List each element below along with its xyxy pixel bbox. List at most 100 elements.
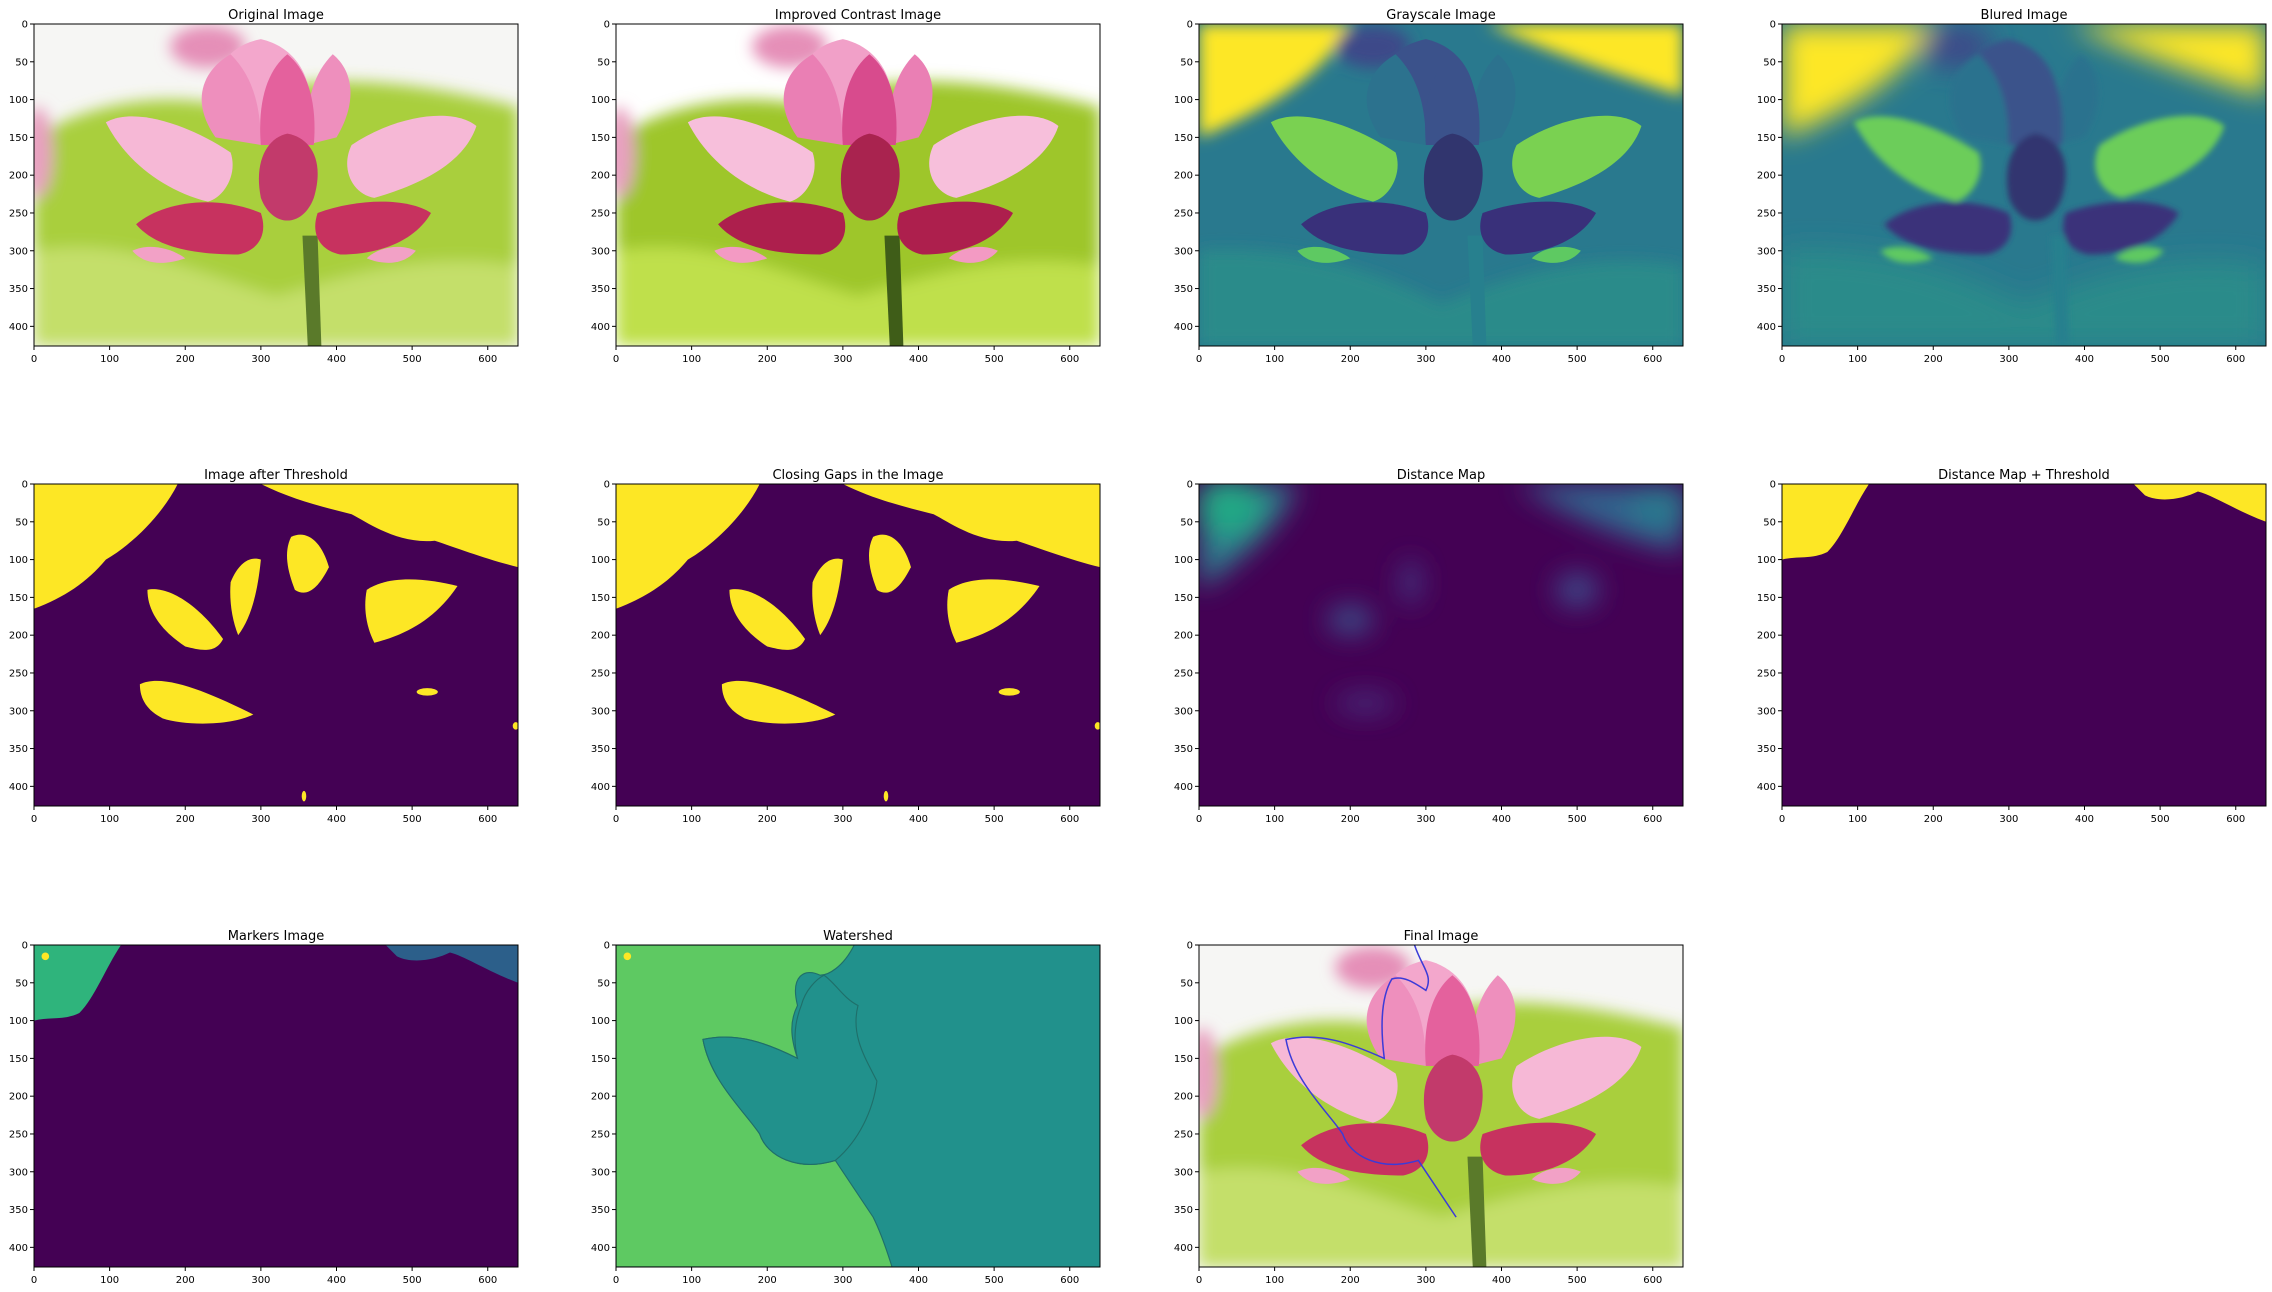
panel-image (605, 24, 1100, 346)
y-tick-label: 200 (9, 631, 28, 642)
y-tick-label: 300 (9, 1167, 28, 1178)
x-tick-label: 600 (1643, 814, 1662, 825)
y-tick-label: 50 (1763, 517, 1776, 528)
y-tick-label: 150 (591, 593, 610, 604)
panel-original: Original Image 0 100 200 300 400 500 600 0 50 100 1… (9, 8, 518, 365)
x-tick-label: 500 (985, 354, 1004, 365)
y-tick-label: 350 (1757, 284, 1776, 295)
x-tick-label: 200 (758, 354, 777, 365)
y-tick-label: 50 (1763, 57, 1776, 68)
x-tick-label: 200 (1341, 1275, 1360, 1286)
panel-blur: Blured Image 0 100 200 300 400 500 600 0 50 100 150… (1757, 8, 2266, 365)
y-tick-label: 400 (591, 322, 610, 333)
panel-title: Final Image (1404, 929, 1479, 944)
panel-gray: Grayscale Image 0 100 200 300 400 500 600 0 50 100… (1174, 8, 1683, 365)
y-tick-label: 250 (591, 1129, 610, 1140)
x-tick-label: 300 (251, 1275, 270, 1286)
y-tick-label: 200 (9, 1092, 28, 1103)
x-tick-label: 200 (758, 814, 777, 825)
y-tick-label: 150 (591, 133, 610, 144)
x-tick-label: 600 (1060, 1275, 1079, 1286)
y-tick-label: 0 (22, 941, 28, 952)
x-tick-label: 300 (833, 354, 852, 365)
y-tick-label: 150 (9, 593, 28, 604)
y-tick-label: 250 (1174, 208, 1193, 219)
y-tick-label: 400 (1174, 322, 1193, 333)
panel-image (1188, 945, 1683, 1267)
y-tick-label: 350 (9, 1205, 28, 1216)
y-tick-label: 200 (1174, 1092, 1193, 1103)
x-tick-label: 0 (1779, 354, 1785, 365)
x-tick-label: 500 (2151, 814, 2170, 825)
panel-title: Markers Image (228, 929, 325, 944)
x-tick-label: 400 (1492, 814, 1511, 825)
y-tick-label: 400 (9, 1243, 28, 1254)
x-tick-label: 300 (1999, 354, 2018, 365)
panel-closing: Closing Gaps in the Image 0 100 200 300 400 50… (591, 468, 1101, 825)
x-tick-label: 100 (1848, 354, 1867, 365)
x-tick-label: 600 (478, 814, 497, 825)
x-tick-label: 500 (1568, 354, 1587, 365)
y-tick-label: 250 (9, 208, 28, 219)
x-tick-label: 400 (909, 354, 928, 365)
panel-title: Blured Image (1981, 8, 2068, 23)
x-tick-label: 200 (1341, 814, 1360, 825)
y-tick-label: 250 (9, 668, 28, 679)
y-tick-label: 50 (597, 978, 610, 989)
panel-image (1199, 24, 1683, 346)
panel-title: Original Image (228, 8, 324, 23)
y-tick-label: 300 (591, 246, 610, 257)
panel-title: Closing Gaps in the Image (772, 468, 943, 483)
x-tick-label: 500 (985, 814, 1004, 825)
x-tick-label: 100 (100, 814, 119, 825)
x-tick-label: 400 (327, 354, 346, 365)
x-tick-label: 200 (176, 354, 195, 365)
y-tick-label: 400 (1757, 782, 1776, 793)
x-tick-label: 100 (682, 1275, 701, 1286)
panel-image (34, 945, 518, 1267)
x-tick-label: 500 (403, 1275, 422, 1286)
y-tick-label: 0 (604, 480, 610, 491)
panel-image (1782, 484, 2266, 806)
panel-image (23, 24, 518, 346)
y-tick-label: 150 (1174, 1054, 1193, 1065)
x-tick-label: 200 (176, 1275, 195, 1286)
y-tick-label: 400 (9, 782, 28, 793)
y-tick-label: 50 (1180, 978, 1193, 989)
x-tick-label: 0 (31, 354, 37, 365)
y-tick-label: 150 (1757, 133, 1776, 144)
y-tick-label: 300 (9, 706, 28, 717)
y-tick-label: 50 (15, 517, 28, 528)
y-tick-label: 350 (1757, 744, 1776, 755)
y-tick-label: 300 (9, 246, 28, 257)
y-tick-label: 300 (1174, 706, 1193, 717)
y-tick-label: 200 (591, 171, 610, 182)
panel-title: Watershed (823, 929, 893, 944)
x-tick-label: 300 (251, 354, 270, 365)
y-tick-label: 200 (1757, 631, 1776, 642)
y-tick-label: 350 (591, 744, 610, 755)
panel-title: Improved Contrast Image (775, 8, 941, 23)
x-tick-label: 200 (1924, 354, 1943, 365)
x-tick-label: 600 (1643, 1275, 1662, 1286)
y-tick-label: 350 (1174, 744, 1193, 755)
y-tick-label: 400 (591, 1243, 610, 1254)
y-tick-label: 350 (1174, 1205, 1193, 1216)
y-tick-label: 100 (1174, 1016, 1193, 1027)
x-tick-label: 400 (327, 814, 346, 825)
panel-image (34, 484, 519, 806)
x-tick-label: 400 (909, 814, 928, 825)
y-tick-label: 0 (604, 20, 610, 31)
x-tick-label: 400 (2075, 354, 2094, 365)
x-tick-label: 500 (985, 1275, 1004, 1286)
x-tick-label: 0 (31, 814, 37, 825)
panel-watershed: Watershed 0 100 200 300 400 500 600 0 50 100 150 200… (591, 929, 1100, 1286)
y-tick-label: 150 (9, 1054, 28, 1065)
x-tick-label: 500 (2151, 354, 2170, 365)
panel-title: Distance Map + Threshold (1938, 468, 2110, 483)
x-tick-label: 100 (1265, 1275, 1284, 1286)
y-tick-label: 100 (1757, 555, 1776, 566)
x-tick-label: 500 (403, 814, 422, 825)
y-tick-label: 100 (1174, 555, 1193, 566)
